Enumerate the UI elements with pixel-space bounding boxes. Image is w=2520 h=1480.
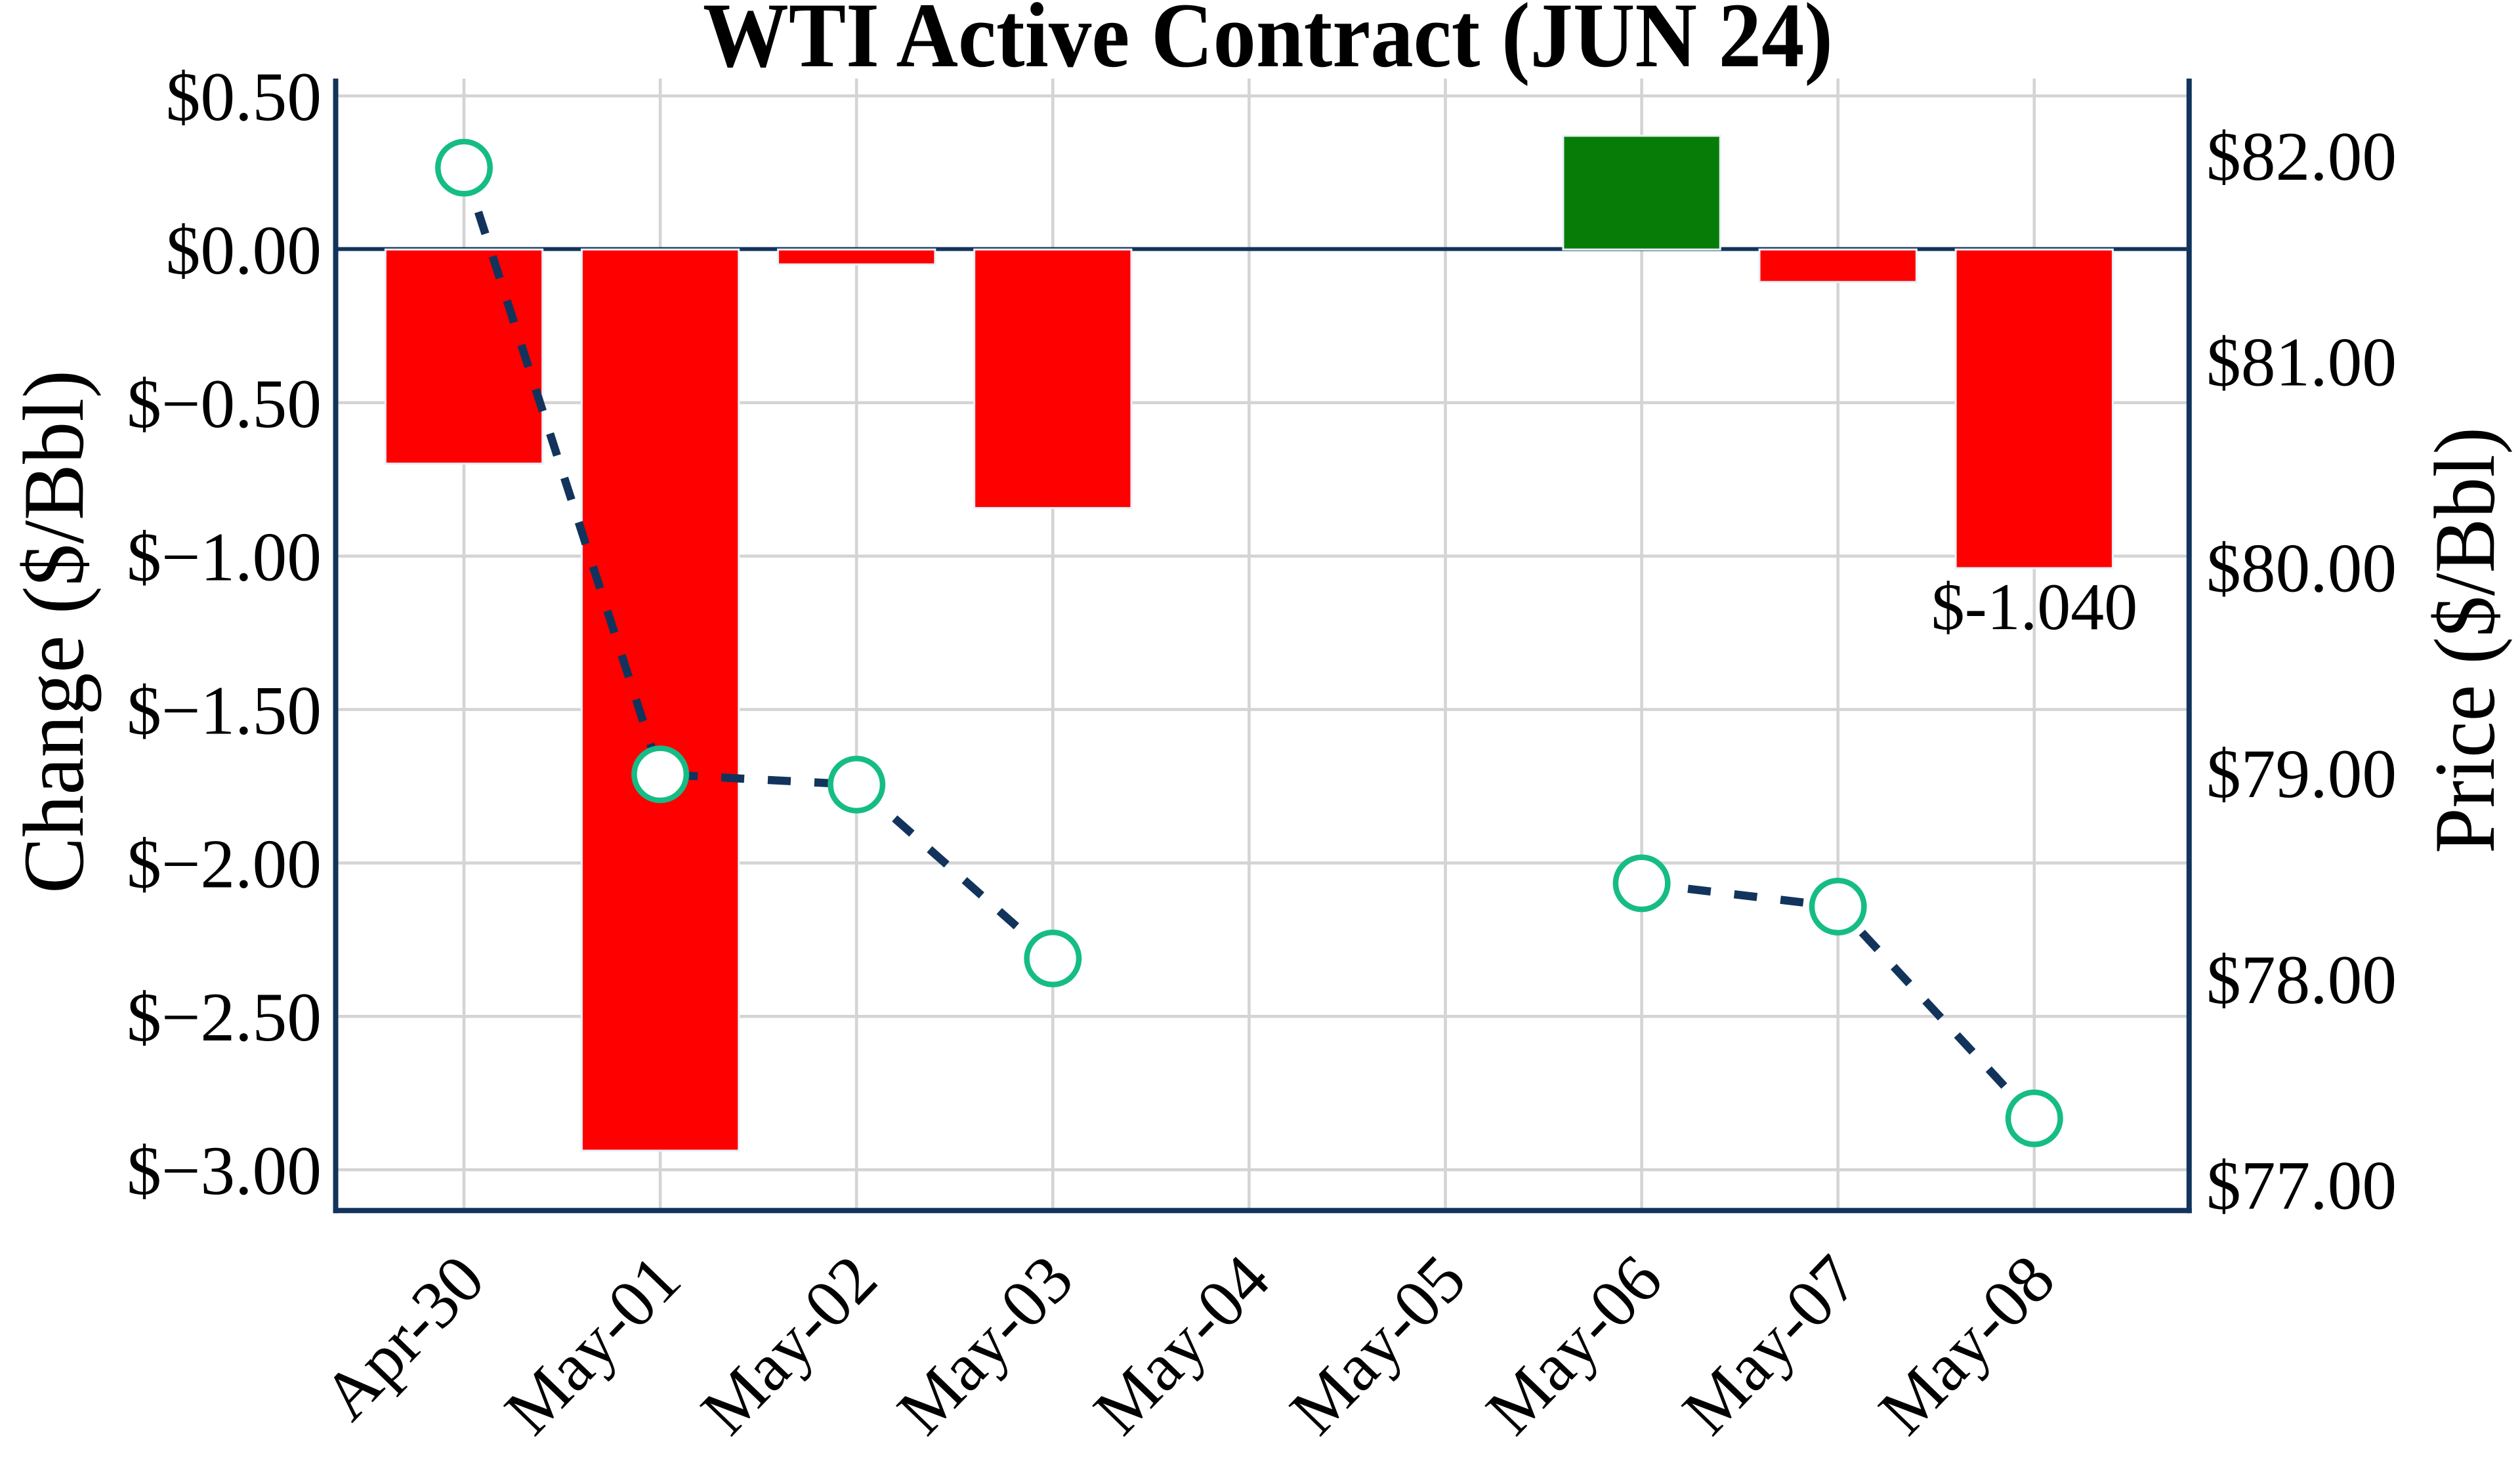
svg-text:$80.00: $80.00 bbox=[2206, 529, 2397, 606]
svg-text:$−3.00: $−3.00 bbox=[127, 1132, 322, 1209]
svg-text:$−2.50: $−2.50 bbox=[127, 979, 322, 1056]
svg-text:Change ($/Bbl): Change ($/Bbl) bbox=[5, 370, 102, 894]
svg-text:$0.00: $0.00 bbox=[166, 212, 322, 289]
svg-text:$−2.00: $−2.00 bbox=[127, 825, 322, 902]
svg-text:$−0.50: $−0.50 bbox=[127, 365, 322, 442]
svg-text:$−1.50: $−1.50 bbox=[127, 672, 322, 749]
svg-text:WTI Active Contract (JUN 24): WTI Active Contract (JUN 24) bbox=[703, 0, 1833, 87]
svg-text:$-1.040: $-1.040 bbox=[1931, 570, 2137, 644]
svg-text:$81.00: $81.00 bbox=[2206, 324, 2397, 401]
svg-text:$78.00: $78.00 bbox=[2206, 941, 2397, 1018]
svg-text:$77.00: $77.00 bbox=[2206, 1147, 2397, 1224]
svg-text:$−1.00: $−1.00 bbox=[127, 519, 322, 596]
svg-text:$79.00: $79.00 bbox=[2206, 735, 2397, 812]
svg-text:Price ($/Bbl): Price ($/Bbl) bbox=[2416, 427, 2513, 853]
svg-text:$0.50: $0.50 bbox=[166, 58, 322, 135]
svg-text:$82.00: $82.00 bbox=[2206, 118, 2397, 195]
